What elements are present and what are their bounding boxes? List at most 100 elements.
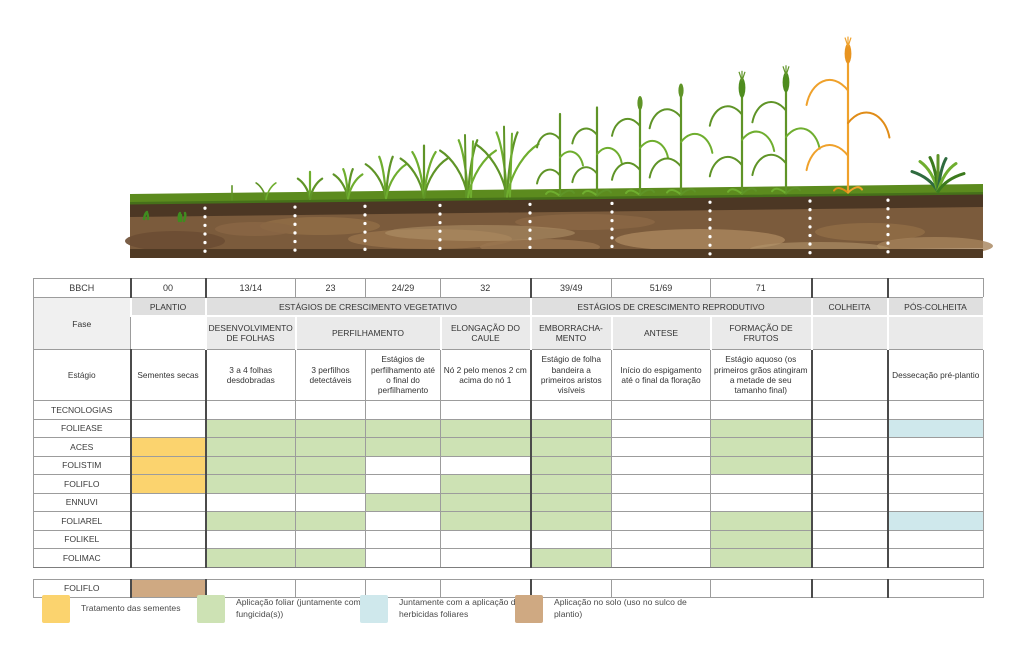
stage-cell	[130, 511, 207, 531]
product-row: FOLIKEL	[33, 529, 984, 549]
stage-cell	[811, 529, 889, 549]
stage-cell	[205, 492, 296, 512]
stage-cell	[440, 400, 532, 420]
product-label: FOLIEASE	[33, 418, 132, 438]
stage-cell	[887, 437, 984, 457]
stage-cell	[440, 548, 532, 568]
phase-band-plantio: PLANTIO	[129, 297, 207, 317]
stage-cell	[295, 529, 366, 549]
legend-label: Aplicação no solo (uso no sulco de plant…	[554, 597, 687, 619]
stage-cell	[710, 511, 813, 531]
stage-cell	[611, 437, 711, 457]
plant	[611, 96, 669, 197]
stage-cell	[887, 578, 984, 598]
product-row: FOLIFLO	[33, 578, 984, 598]
product-label: FOLIFLO	[33, 474, 132, 494]
product-row: FOLIEASE	[33, 418, 984, 438]
stage-cell	[295, 455, 366, 475]
estagio-row: Estágio Sementes secas 3 a 4 folhas desd…	[33, 349, 984, 401]
stage-cell	[440, 455, 532, 475]
stage-cell	[205, 437, 296, 457]
stage-cell	[811, 511, 889, 531]
field-illustration	[125, 36, 993, 258]
phase-band-reprodutivo: ESTÁGIOS DE CRESCIMENTO REPRODUTIVO	[529, 297, 813, 317]
product-label: FOLIMAC	[33, 548, 132, 568]
stage-cell	[440, 529, 532, 549]
stage-cell	[611, 492, 711, 512]
legend-swatch-brown-icon	[515, 595, 543, 623]
stage-cell	[611, 418, 711, 438]
plant	[399, 144, 449, 199]
stage-cell	[365, 529, 441, 549]
phase-band-row: Fase PLANTIO ESTÁGIOS DE CRESCIMENTO VEG…	[33, 297, 985, 350]
tecnologias-label: TECNOLOGIAS	[33, 400, 132, 420]
plant	[474, 125, 540, 198]
legend-label: Tratamento das sementes	[81, 603, 181, 614]
stage-cell	[710, 400, 813, 420]
stage-cell	[530, 492, 612, 512]
stage-cell	[811, 437, 889, 457]
stage-cell	[811, 418, 889, 438]
stage-cell	[887, 548, 984, 568]
stage-cell	[365, 418, 441, 438]
bbch-value: 00	[130, 278, 207, 298]
stage-cell	[887, 474, 984, 494]
stage-cell	[811, 492, 889, 512]
stage-table: BBCH 00 13/14 23 24/29 32 39/49 51/69 71…	[33, 278, 985, 598]
plant	[296, 170, 324, 200]
plant	[910, 154, 966, 194]
stage-cell	[205, 511, 296, 531]
stage-cell	[295, 474, 366, 494]
spacer-row	[33, 567, 984, 579]
stage-cell	[611, 400, 711, 420]
plant	[751, 65, 821, 195]
plant	[648, 83, 714, 196]
estagio-desc: Nó 2 pelo menos 2 cm acima do nó 1	[440, 349, 532, 401]
stage-cell	[205, 400, 296, 420]
stage-cell	[530, 511, 612, 531]
stage-cell	[130, 474, 207, 494]
bbch-value: 71	[710, 278, 813, 298]
stage-cell	[295, 400, 366, 420]
stage-cell	[440, 418, 532, 438]
stage-cell	[811, 474, 889, 494]
estagio-desc: Estágio de folha bandeira a primeiros ar…	[530, 349, 612, 401]
stage-cell	[611, 474, 711, 494]
legend-swatch-yellow-icon	[42, 595, 70, 623]
plant	[536, 112, 584, 198]
stage-cell	[295, 418, 366, 438]
stage-cell	[710, 548, 813, 568]
stage-cell	[887, 511, 984, 531]
plant	[332, 168, 364, 200]
plant	[571, 106, 623, 197]
stage-cell	[205, 474, 296, 494]
product-label: FOLIAREL	[33, 511, 132, 531]
stage-cell	[530, 529, 612, 549]
sub-phase-empty	[130, 315, 206, 350]
sub-phase-empty	[886, 315, 985, 350]
estagio-desc: Início do espigamento até o final da flo…	[611, 349, 711, 401]
legend-label: Aplicação foliar (juntamente com fungici…	[236, 597, 361, 619]
stage-cell	[887, 492, 984, 512]
stage-cell	[205, 548, 296, 568]
stage-cell	[530, 400, 612, 420]
product-label: ENNUVI	[33, 492, 132, 512]
stage-cell	[811, 400, 889, 420]
estagio-desc: Sementes secas	[130, 349, 207, 401]
estagio-desc: 3 a 4 folhas desdobradas	[205, 349, 296, 401]
product-row: ACES	[33, 437, 984, 457]
stage-cell	[611, 529, 711, 549]
stage-cell	[887, 455, 984, 475]
stage-cell	[365, 548, 441, 568]
stage-cell	[710, 474, 813, 494]
stage-cell	[710, 418, 813, 438]
stage-cell	[130, 418, 207, 438]
sub-phase-desenvolvimento: DESENVOLVIMENTO DE FOLHAS	[204, 315, 297, 350]
legend-item: Aplicação no solo (uso no sulco de plant…	[515, 595, 704, 623]
stage-cell	[887, 418, 984, 438]
stage-cell	[710, 455, 813, 475]
product-row: FOLIMAC	[33, 548, 984, 568]
stage-cell	[130, 400, 207, 420]
stage-cell	[295, 492, 366, 512]
